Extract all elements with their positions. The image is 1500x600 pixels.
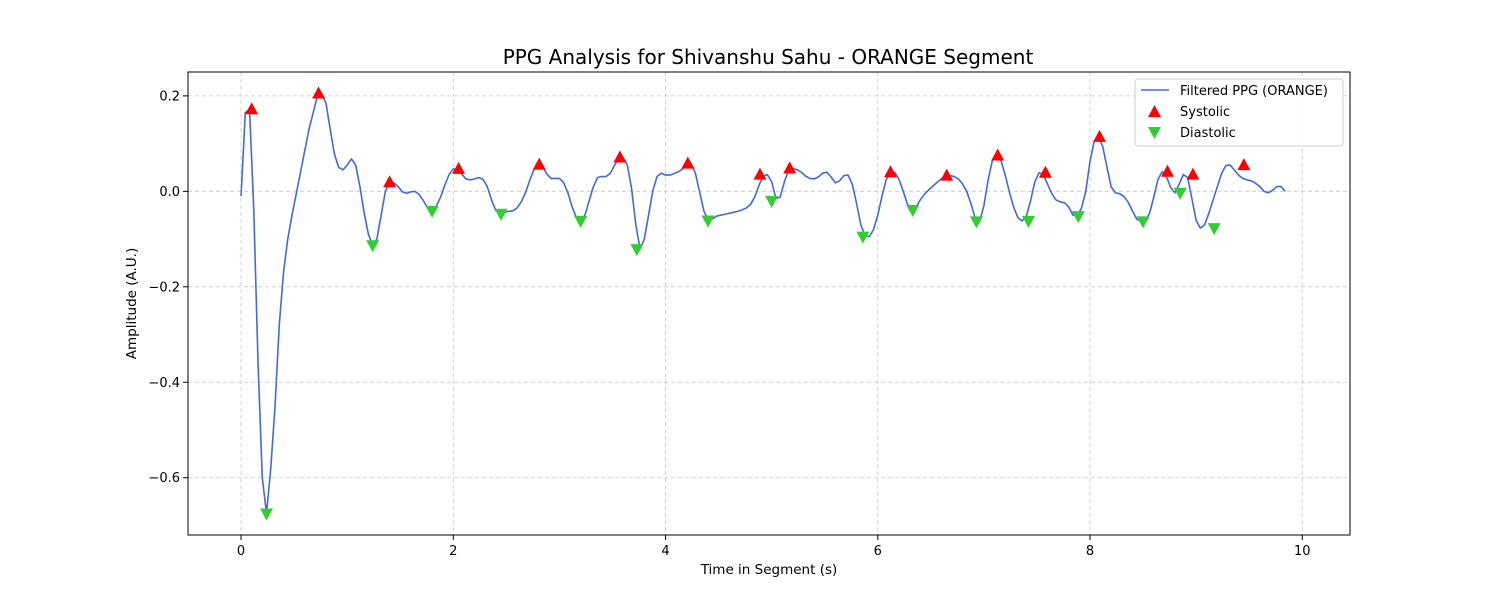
x-tick-label: 10 [1294, 544, 1311, 559]
legend-label-diastolic: Diastolic [1180, 126, 1236, 141]
legend-systolic-marker [1148, 105, 1161, 117]
systolic-marker [753, 167, 767, 180]
diastolic-marker [701, 215, 715, 228]
marker-layer [245, 86, 1251, 521]
x-tick-label: 4 [661, 544, 669, 559]
systolic-marker [1038, 165, 1052, 178]
diastolic-marker [574, 215, 588, 228]
diastolic-marker [1071, 211, 1085, 224]
x-tick-label: 0 [237, 544, 245, 559]
systolic-marker [1186, 167, 1200, 180]
legend-diastolic-marker [1148, 127, 1161, 139]
systolic-marker [1160, 164, 1174, 177]
y-tick-label: −0.6 [148, 471, 180, 486]
diastolic-marker [906, 204, 920, 217]
diastolic-marker [630, 244, 644, 257]
systolic-marker [681, 156, 695, 169]
diastolic-marker [260, 508, 274, 521]
systolic-marker [1093, 129, 1107, 142]
diastolic-marker [494, 208, 508, 221]
x-axis-label: Time in Segment (s) [700, 562, 838, 578]
legend-label-systolic: Systolic [1180, 105, 1230, 120]
y-tick-label: 0.2 [159, 89, 180, 104]
systolic-marker [452, 161, 466, 174]
systolic-marker [383, 175, 397, 188]
plot-frame [187, 71, 1351, 536]
diastolic-marker [969, 216, 983, 229]
systolic-marker [245, 102, 259, 115]
systolic-marker [312, 86, 326, 99]
systolic-marker [783, 161, 797, 174]
x-tick-label: 6 [874, 544, 882, 559]
diastolic-marker [856, 231, 870, 244]
grid-lines [188, 72, 1350, 535]
systolic-marker [1237, 158, 1251, 171]
y-axis-label: Amplitude (A.U.) [124, 248, 140, 359]
systolic-marker [940, 168, 954, 181]
y-tick-label: 0.0 [159, 185, 180, 200]
y-tick-label: −0.4 [148, 376, 180, 391]
systolic-marker [991, 148, 1005, 161]
axis-ticks: 0 2 4 6 8 10 0.2 0.0 −0.2 −0.4 −0.6 [148, 89, 1310, 559]
diastolic-marker [1173, 187, 1187, 200]
x-tick-label: 8 [1086, 544, 1094, 559]
diastolic-marker [366, 240, 380, 253]
chart-title: PPG Analysis for Shivanshu Sahu - ORANGE… [503, 45, 1034, 69]
systolic-marker [532, 157, 546, 170]
diastolic-marker [1136, 216, 1150, 229]
diastolic-marker [1021, 215, 1035, 228]
systolic-marker [884, 165, 898, 178]
y-tick-label: −0.2 [148, 280, 180, 295]
legend-box [1134, 78, 1344, 147]
diastolic-marker [765, 195, 779, 208]
x-tick-label: 2 [449, 544, 457, 559]
diastolic-marker [1207, 223, 1221, 236]
legend-label-filtered: Filtered PPG (ORANGE) [1180, 84, 1328, 99]
legend: Filtered PPG (ORANGE) Systolic Diastolic [1134, 78, 1344, 147]
systolic-marker [613, 150, 627, 163]
diastolic-marker [425, 205, 439, 218]
